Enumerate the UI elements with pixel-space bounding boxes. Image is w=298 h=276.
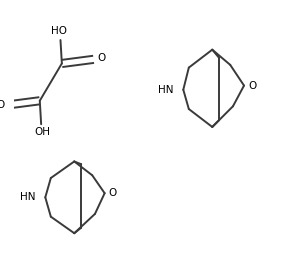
Text: HN: HN xyxy=(158,85,174,95)
Text: O: O xyxy=(248,81,256,91)
Text: O: O xyxy=(109,188,117,198)
Text: O: O xyxy=(97,53,105,63)
Text: O: O xyxy=(0,100,4,110)
Text: HO: HO xyxy=(51,26,67,36)
Text: HN: HN xyxy=(20,192,36,202)
Text: OH: OH xyxy=(35,128,51,137)
